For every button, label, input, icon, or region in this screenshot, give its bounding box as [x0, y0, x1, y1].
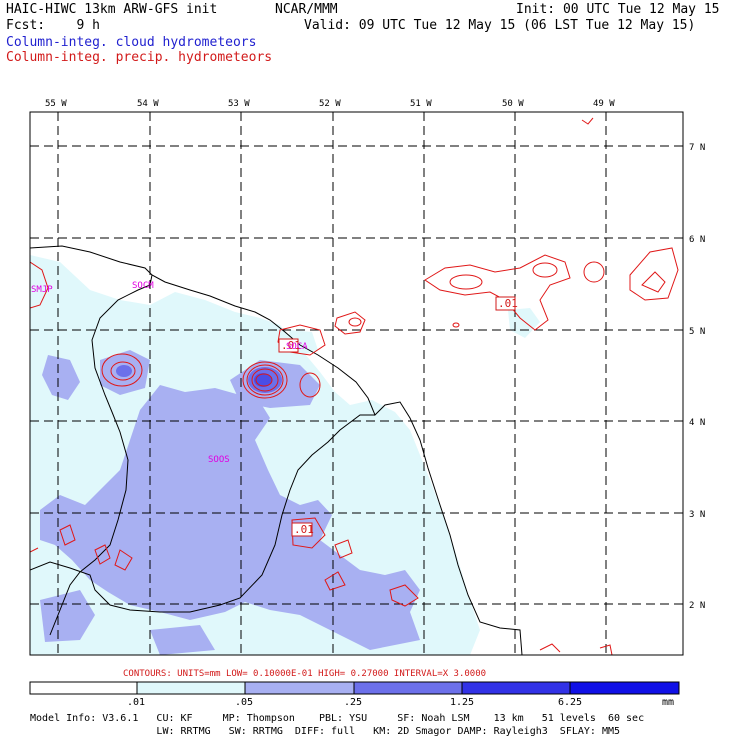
station-label: SOCA: [286, 342, 308, 352]
colorbar-label: 6.25: [558, 697, 582, 708]
colorbar-segment: [353, 681, 463, 695]
contour-info: CONTOURS: UNITS=mm LOW= 0.10000E-01 HIGH…: [123, 669, 486, 679]
cloud-patch: [42, 355, 80, 400]
colorbar-segment: [461, 681, 571, 695]
model-info-line1: Model Info: V3.6.1 CU: KF MP: Thompson P…: [30, 713, 644, 724]
station-label: SMJP: [31, 285, 53, 295]
cloud-core: [116, 365, 132, 377]
colorbar-label: 1.25: [450, 697, 474, 708]
station-label: SOCM: [132, 281, 154, 291]
graticule: [30, 112, 683, 655]
lon-label: 53 W: [228, 99, 250, 109]
coastline-borders: [30, 245, 523, 655]
lon-label: 55 W: [45, 99, 67, 109]
lon-label: 49 W: [593, 99, 615, 109]
lon-label: 52 W: [319, 99, 341, 109]
contour-label: .01: [281, 339, 301, 352]
model-title: HAIC-HIWC 13km ARW-GFS init: [6, 2, 218, 17]
colorbar-segment: [569, 681, 680, 695]
organization: NCAR/MMM: [275, 2, 338, 17]
lat-label: 3 N: [689, 510, 705, 520]
lon-label: 54 W: [137, 99, 159, 109]
lat-label: 4 N: [689, 418, 705, 428]
contour-label: .01: [294, 523, 314, 536]
precip-contours: [30, 117, 679, 655]
cloud-patch: [508, 308, 540, 338]
forecast-hour: Fcst: 9 h: [6, 18, 100, 33]
lon-label: 50 W: [502, 99, 524, 109]
cloud-core: [254, 373, 272, 387]
init-time: Init: 00 UTC Tue 12 May 15: [516, 2, 720, 17]
colorbar-label: .25: [344, 697, 362, 708]
lat-label: 6 N: [689, 235, 705, 245]
lon-label: 51 W: [410, 99, 432, 109]
cloud-patch: [150, 625, 215, 655]
colorbar-segment: [136, 681, 246, 695]
colorbar-segment: [29, 681, 138, 695]
colorbar: [29, 681, 680, 695]
valid-time: Valid: 09 UTC Tue 12 May 15 (06 LST Tue …: [304, 18, 696, 33]
lat-label: 5 N: [689, 327, 705, 337]
cloud-patch: [40, 590, 95, 642]
colorbar-label: .01: [127, 697, 145, 708]
field-precip-label: Column-integ. precip. hydrometeors: [6, 50, 273, 65]
field-cloud-label: Column-integ. cloud hydrometeors: [6, 35, 257, 50]
colorbar-label: .05: [235, 697, 253, 708]
map-frame: [29, 111, 684, 656]
lat-label: 7 N: [689, 143, 705, 153]
contour-label: .01: [498, 297, 518, 310]
model-info-line2: LW: RRTMG SW: RRTMG DIFF: full KM: 2D Sm…: [30, 726, 620, 737]
lat-label: 2 N: [689, 601, 705, 611]
colorbar-units: mm: [662, 697, 674, 708]
colorbar-segment: [244, 681, 355, 695]
station-label: SOOS: [208, 455, 230, 465]
shaded-field: [30, 255, 540, 655]
